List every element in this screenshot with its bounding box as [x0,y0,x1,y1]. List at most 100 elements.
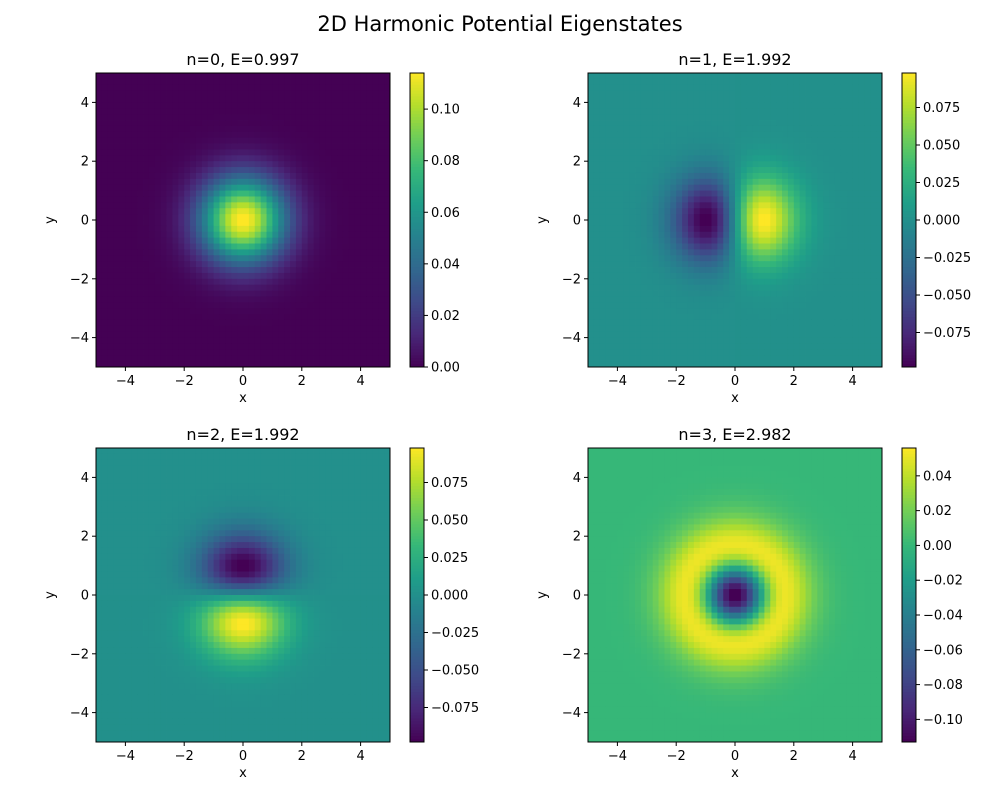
heatmap-cell [852,155,859,162]
heatmap-cell [243,137,250,144]
colorbar-segment [410,302,424,306]
heatmap-cell [652,108,659,115]
heatmap-cell [325,243,332,250]
heatmap-cell [284,137,291,144]
heatmap-cell [172,278,179,286]
heatmap-cell [735,249,742,256]
heatmap-cell [593,90,601,97]
heatmap-cell [693,202,701,209]
heatmap-cell [764,167,771,174]
heatmap-cell [746,214,754,221]
heatmap-cell [225,343,232,350]
heatmap-cell [699,261,706,268]
heatmap-cell [266,90,273,97]
heatmap-cell [325,272,332,280]
heatmap-cell [593,237,601,244]
heatmap-cell [348,290,356,297]
heatmap-cell [166,337,173,344]
heatmap-cell [699,208,706,215]
heatmap-cell [729,184,736,191]
heatmap-cell [605,349,612,356]
heatmap-cell [178,172,185,180]
heatmap-cell [295,73,303,80]
heatmap-cell [652,161,659,168]
heatmap-cell [787,96,795,103]
heatmap-cell [682,272,689,280]
heatmap-cell [840,237,848,244]
heatmap-cell [113,261,120,268]
heatmap-cell [337,302,344,309]
heatmap-cell [260,349,267,356]
heatmap-cell [207,331,214,338]
heatmap-cell [195,355,203,362]
heatmap-cell [770,131,777,139]
heatmap-cell [195,172,203,180]
heatmap-cell [290,202,297,209]
heatmap-cell [834,278,842,286]
heatmap-cell [313,272,320,280]
heatmap-cell [617,178,624,186]
heatmap-cell [588,161,595,168]
heatmap-cell [599,149,607,156]
heatmap-cell [384,337,391,344]
heatmap-cell [372,96,379,103]
heatmap-cell [113,319,120,327]
heatmap-cell [366,319,373,327]
heatmap-cell [770,90,777,97]
heatmap-cell [348,361,356,368]
heatmap-cell [290,149,297,156]
heatmap-cell [378,167,385,174]
heatmap-cell [670,267,677,274]
heatmap-cell [337,361,344,368]
heatmap-cell [354,202,361,209]
heatmap-cell [776,237,783,244]
heatmap-cell [325,284,332,291]
heatmap-cell [143,208,150,215]
heatmap-cell [278,208,285,215]
heatmap-cell [119,361,126,368]
heatmap-cell [834,331,842,338]
heatmap-cell [237,149,244,156]
heatmap-cell [611,161,618,168]
heatmap-cell [635,202,642,209]
heatmap-cell [629,149,636,156]
heatmap-cell [207,255,214,262]
heatmap-cell [652,225,659,233]
heatmap-cell [307,190,314,197]
heatmap-cell [664,220,671,227]
heatmap-cell [113,208,120,215]
heatmap-cell [113,73,120,80]
heatmap-cell [752,284,759,291]
heatmap-cell [870,161,877,168]
heatmap-cell [213,220,220,227]
heatmap-cell [237,167,244,174]
heatmap-cell [729,120,736,127]
heatmap-cell [272,190,279,197]
heatmap-cell [284,355,291,362]
heatmap-cell [260,343,267,350]
heatmap-cell [154,114,162,121]
heatmap-cell [96,184,103,191]
heatmap-cell [337,178,344,186]
colorbar-segment [410,181,424,186]
heatmap-cell [278,131,285,139]
heatmap-cell [96,343,103,350]
heatmap-cell [858,125,865,133]
heatmap-cell [870,296,877,303]
heatmap-cell [699,214,706,221]
heatmap-cell [278,73,285,80]
heatmap-cell [137,149,144,156]
heatmap-cell [125,108,132,115]
heatmap-cell [752,78,759,86]
colorbar-segment [410,246,424,250]
heatmap-cell [372,190,379,197]
heatmap-cell [611,272,618,280]
colorbar-segment [410,346,424,350]
heatmap-cell [131,349,138,356]
heatmap-cell [231,225,238,233]
heatmap-cell [758,267,765,274]
heatmap-cell [682,255,689,262]
heatmap-cell [676,178,683,186]
heatmap-cell [201,202,209,209]
heatmap-cell [207,143,214,150]
